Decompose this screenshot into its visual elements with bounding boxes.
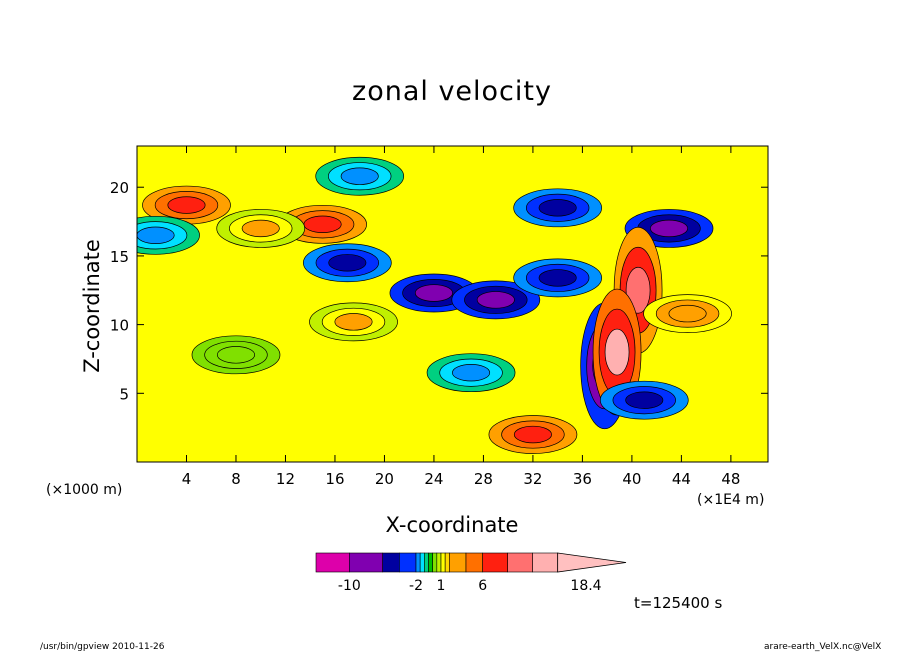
field-contour (476, 291, 515, 309)
colorbar-tick-label: 1 (437, 578, 446, 594)
chart-title: zonal velocity (352, 76, 552, 107)
field-feature-1 (137, 215, 200, 255)
field-contour (334, 313, 373, 331)
colorbar-segment (465, 552, 483, 573)
field-contour (303, 215, 342, 233)
footer-program: /usr/bin/gpview 2010-11-26 (40, 642, 165, 652)
field-contour (650, 219, 689, 238)
field-contour (216, 346, 255, 364)
x-tick-label: 4 (182, 470, 192, 488)
field-contour (241, 219, 280, 238)
field-feature-3 (216, 209, 306, 248)
colorbar-segment (532, 552, 558, 573)
colorbar-tick-label: -2 (409, 578, 423, 594)
field-contour (414, 284, 453, 302)
colorbar-segment (440, 552, 446, 573)
y-tick-label: 15 (110, 248, 129, 266)
field-contour (625, 266, 651, 314)
x-tick-label: 8 (231, 470, 241, 488)
velocity-field (137, 146, 768, 462)
field-feature-6 (451, 280, 541, 320)
field-contour (538, 269, 577, 287)
x-unit-left: (×1000 m) (46, 482, 123, 498)
colorbar-segment (419, 552, 425, 573)
field-feature-4 (302, 243, 392, 283)
field-contour (340, 167, 379, 185)
x-tick-label: 36 (573, 470, 592, 488)
colorbar-tick-label: -10 (338, 578, 361, 594)
field-feature-16 (592, 288, 642, 416)
x-tick-label: 16 (325, 470, 344, 488)
colorbar-segment (428, 552, 433, 573)
x-tick-label: 40 (622, 470, 641, 488)
x-unit-right: (×1E4 m) (697, 492, 765, 508)
field-feature-19 (426, 353, 516, 393)
colorbar-segment (444, 552, 450, 573)
colorbar-segment (449, 552, 467, 573)
colorbar-segment (399, 552, 417, 573)
field-feature-0 (142, 185, 231, 225)
field-feature-17 (599, 380, 689, 420)
field-feature-18 (488, 415, 578, 454)
field-contour (668, 304, 707, 323)
y-tick-label: 10 (110, 317, 129, 335)
x-tick-label: 32 (523, 470, 542, 488)
y-tick-label: 20 (110, 179, 129, 197)
field-contour (538, 199, 577, 217)
field-contour (328, 254, 367, 272)
x-tick-label: 48 (721, 470, 740, 488)
x-axis-label: X-coordinate (385, 513, 519, 537)
colorbar-segment (482, 552, 508, 573)
colorbar-segment (432, 552, 438, 573)
colorbar: -10 -2 1 6 18.4 (315, 552, 627, 594)
colorbar-segment (507, 552, 533, 573)
field-feature-12 (309, 302, 398, 342)
colorbar-segment (349, 552, 383, 573)
colorbar-segment (424, 552, 429, 573)
colorbar-segment (315, 552, 350, 573)
x-tick-label: 24 (424, 470, 443, 488)
y-axis: 5 10 15 20 (110, 179, 768, 403)
field-contour (604, 328, 630, 376)
x-tick-label: 44 (672, 470, 691, 488)
time-readout: t=125400 s (634, 594, 723, 612)
field-feature-8 (513, 188, 603, 228)
x-tick-label: 20 (375, 470, 394, 488)
plot-frame (136, 145, 769, 463)
field-feature-2 (278, 204, 367, 244)
field-feature-11 (643, 294, 732, 333)
colorbar-segment (382, 552, 400, 573)
field-feature-14 (191, 335, 281, 375)
colorbar-tick-label: 6 (478, 578, 487, 594)
colorbar-segment (436, 552, 442, 573)
field-contour (513, 425, 552, 444)
footer-source: arare-earth_VelX.nc@VelX (764, 642, 882, 652)
field-contour (452, 364, 491, 382)
x-axis: 4 8 12 16 20 24 28 32 36 40 44 48 (182, 146, 740, 488)
colorbar-segment (415, 552, 421, 573)
field-contour (167, 196, 206, 214)
field-feature-13 (315, 156, 405, 196)
field-contour (137, 226, 175, 244)
y-tick-label: 5 (119, 385, 129, 403)
field-feature-7 (513, 258, 603, 298)
field-contour (625, 391, 664, 409)
colorbar-arrow (557, 552, 627, 573)
x-tick-label: 12 (276, 470, 295, 488)
colorbar-tick-label: 18.4 (570, 578, 601, 594)
x-tick-label: 28 (474, 470, 493, 488)
